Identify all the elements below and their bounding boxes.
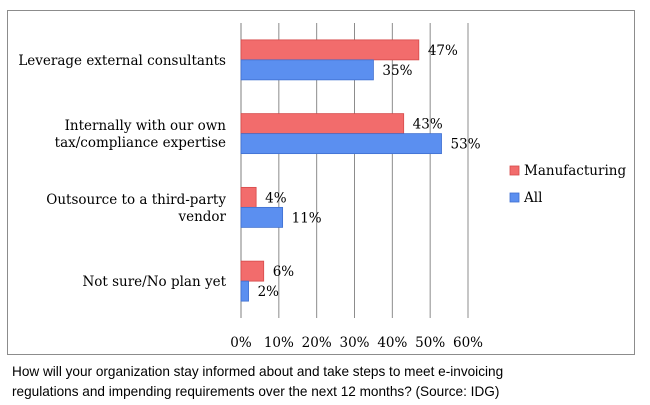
bar-manufacturing-2 xyxy=(240,186,257,208)
bar-manufacturing-0 xyxy=(240,39,420,61)
data-label-all-1: 53% xyxy=(451,137,481,153)
legend-swatch-all xyxy=(509,192,520,203)
data-label-all-3: 2% xyxy=(258,284,280,300)
data-label-manufacturing-1: 43% xyxy=(413,117,443,133)
x-tick-label-2: 20% xyxy=(302,335,332,351)
bar-all-1 xyxy=(240,133,442,155)
bar-manufacturing-3 xyxy=(240,260,265,282)
category-label-2-line-1: vendor xyxy=(177,209,226,225)
category-label-1-line-1: tax/compliance expertise xyxy=(55,135,226,151)
data-label-all-2: 11% xyxy=(292,210,322,226)
bar-all-3 xyxy=(240,280,249,302)
category-label-1-line-0: Internally with our own xyxy=(65,118,227,134)
x-tick-label-1: 10% xyxy=(264,335,294,351)
x-tick-label-5: 50% xyxy=(415,335,445,351)
data-label-all-0: 35% xyxy=(382,63,412,79)
x-tick-label-0: 0% xyxy=(230,335,252,351)
bar-all-2 xyxy=(240,206,284,228)
x-tick-label-6: 60% xyxy=(453,335,483,351)
category-label-2-line-0: Outsource to a third-party xyxy=(46,192,226,208)
category-label-3: Not sure/No plan yet xyxy=(82,274,226,290)
data-label-manufacturing-3: 6% xyxy=(273,264,295,280)
x-tick-label-4: 40% xyxy=(377,335,407,351)
legend-label-all: All xyxy=(523,190,542,206)
data-label-manufacturing-2: 4% xyxy=(265,190,287,206)
caption-line-1: How will your organization stay informed… xyxy=(12,364,504,379)
data-label-manufacturing-0: 47% xyxy=(428,43,458,59)
category-label-0: Leverage external consultants xyxy=(18,53,226,69)
x-tick-label-3: 30% xyxy=(339,335,369,351)
legend-swatch-manufacturing xyxy=(509,165,520,176)
legend-label-manufacturing: Manufacturing xyxy=(524,163,626,179)
chart-caption: How will your organization stay informed… xyxy=(12,362,642,402)
bar-all-0 xyxy=(240,59,374,81)
bar-manufacturing-1 xyxy=(240,113,405,135)
caption-line-2: regulations and impending requirements o… xyxy=(12,384,500,399)
